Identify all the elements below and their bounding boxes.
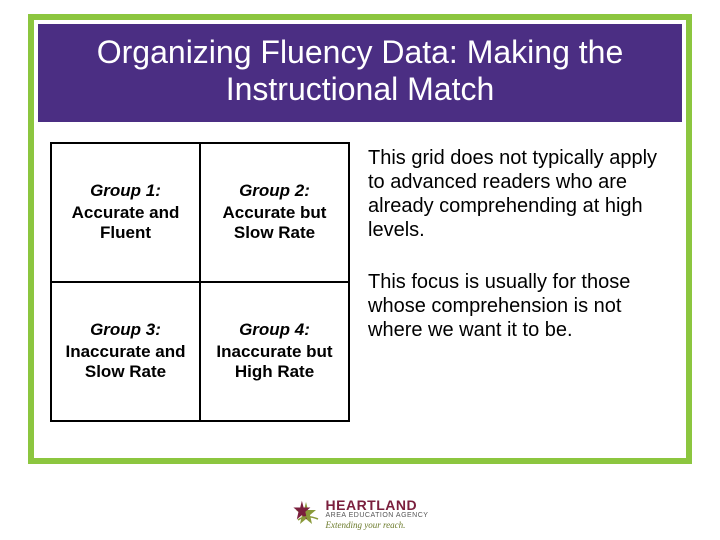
content-area: Group 1: Accurate and Fluent Group 2: Ac… bbox=[34, 126, 686, 434]
grid-cell-3-title: Group 3: bbox=[58, 320, 193, 340]
grid-cell-4: Group 4: Inaccurate but High Rate bbox=[200, 282, 349, 421]
slide: Organizing Fluency Data: Making the Inst… bbox=[0, 0, 720, 540]
slide-title: Organizing Fluency Data: Making the Inst… bbox=[56, 34, 664, 108]
grid-cell-1-title: Group 1: bbox=[58, 181, 193, 201]
brand-text: HEARTLAND AREA EDUCATION AGENCY Extendin… bbox=[326, 498, 429, 530]
note-paragraph-2: This focus is usually for those whose co… bbox=[368, 270, 670, 342]
grid-cell-1: Group 1: Accurate and Fluent bbox=[51, 143, 200, 282]
slide-frame: Organizing Fluency Data: Making the Inst… bbox=[28, 14, 692, 464]
grid-cell-4-desc: Inaccurate but High Rate bbox=[207, 342, 342, 383]
brand-main: HEARTLAND bbox=[326, 498, 429, 512]
footer: HEARTLAND AREA EDUCATION AGENCY Extendin… bbox=[0, 498, 720, 530]
title-bar: Organizing Fluency Data: Making the Inst… bbox=[38, 24, 682, 122]
grid-cell-3: Group 3: Inaccurate and Slow Rate bbox=[51, 282, 200, 421]
brand-logo: HEARTLAND AREA EDUCATION AGENCY Extendin… bbox=[292, 498, 429, 530]
grid-cell-2-desc: Accurate but Slow Rate bbox=[207, 203, 342, 244]
grid-cell-2-title: Group 2: bbox=[207, 181, 342, 201]
grid-cell-1-desc: Accurate and Fluent bbox=[58, 203, 193, 244]
brand-sub: AREA EDUCATION AGENCY bbox=[326, 512, 429, 519]
side-notes: This grid does not typically apply to ad… bbox=[368, 142, 670, 422]
grid-cell-3-desc: Inaccurate and Slow Rate bbox=[58, 342, 193, 383]
quadrant-grid-wrap: Group 1: Accurate and Fluent Group 2: Ac… bbox=[50, 142, 350, 422]
brand-tagline: Extending your reach. bbox=[326, 521, 429, 530]
quadrant-grid: Group 1: Accurate and Fluent Group 2: Ac… bbox=[50, 142, 350, 422]
note-paragraph-1: This grid does not typically apply to ad… bbox=[368, 146, 670, 242]
grid-cell-2: Group 2: Accurate but Slow Rate bbox=[200, 143, 349, 282]
star-icon bbox=[292, 500, 320, 528]
grid-cell-4-title: Group 4: bbox=[207, 320, 342, 340]
